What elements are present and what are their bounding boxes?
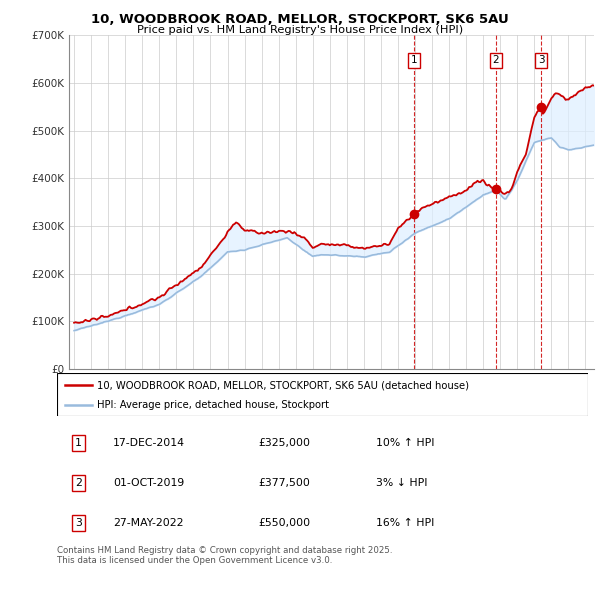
Text: 3: 3 [75, 518, 82, 528]
Text: 10% ↑ HPI: 10% ↑ HPI [376, 438, 434, 448]
Text: 2: 2 [75, 478, 82, 488]
Text: 3% ↓ HPI: 3% ↓ HPI [376, 478, 427, 488]
Text: 17-DEC-2014: 17-DEC-2014 [113, 438, 185, 448]
Text: Contains HM Land Registry data © Crown copyright and database right 2025.
This d: Contains HM Land Registry data © Crown c… [57, 546, 392, 565]
Text: HPI: Average price, detached house, Stockport: HPI: Average price, detached house, Stoc… [97, 401, 329, 410]
Text: 1: 1 [411, 55, 418, 65]
Text: £550,000: £550,000 [259, 518, 311, 528]
Text: 2: 2 [493, 55, 499, 65]
Text: 27-MAY-2022: 27-MAY-2022 [113, 518, 183, 528]
Text: 16% ↑ HPI: 16% ↑ HPI [376, 518, 434, 528]
Text: Price paid vs. HM Land Registry's House Price Index (HPI): Price paid vs. HM Land Registry's House … [137, 25, 463, 35]
Text: £377,500: £377,500 [259, 478, 311, 488]
Text: 1: 1 [75, 438, 82, 448]
Text: 10, WOODBROOK ROAD, MELLOR, STOCKPORT, SK6 5AU: 10, WOODBROOK ROAD, MELLOR, STOCKPORT, S… [91, 13, 509, 26]
Text: 10, WOODBROOK ROAD, MELLOR, STOCKPORT, SK6 5AU (detached house): 10, WOODBROOK ROAD, MELLOR, STOCKPORT, S… [97, 381, 469, 391]
Text: 3: 3 [538, 55, 545, 65]
Text: 01-OCT-2019: 01-OCT-2019 [113, 478, 184, 488]
Text: £325,000: £325,000 [259, 438, 311, 448]
